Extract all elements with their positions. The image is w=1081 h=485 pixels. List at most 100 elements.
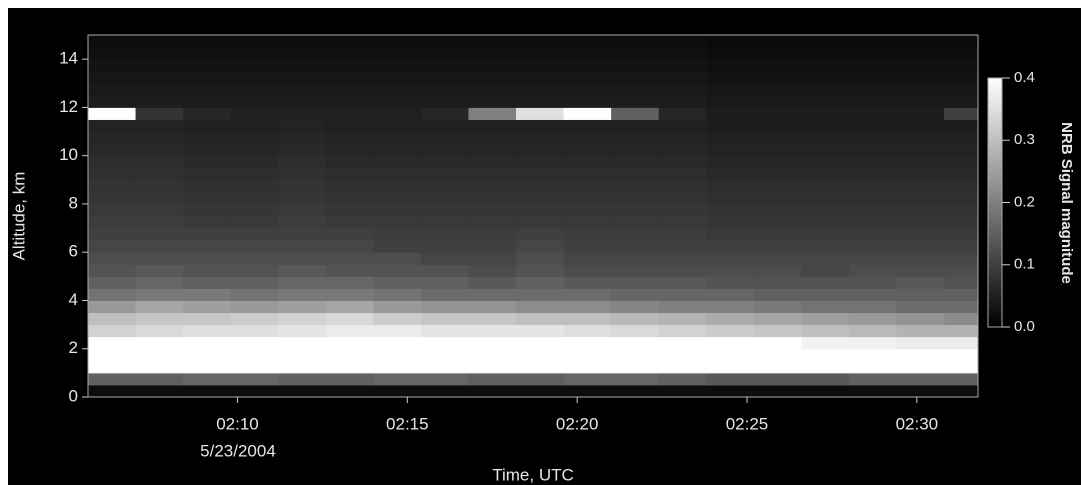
heat-cell <box>468 384 517 398</box>
heat-cell <box>420 131 469 145</box>
heat-cell <box>753 372 802 386</box>
heat-cell <box>658 384 707 398</box>
heat-cell <box>88 203 137 217</box>
heat-cell <box>848 276 897 289</box>
heat-cell <box>658 252 707 265</box>
heat-cell <box>278 336 327 350</box>
heat-cell <box>563 252 612 265</box>
heat-cell <box>373 203 422 217</box>
heat-cell <box>706 276 755 289</box>
heat-cell <box>611 360 660 374</box>
heat-cell <box>896 167 945 181</box>
heat-cell <box>753 47 802 60</box>
heat-cell <box>88 384 137 398</box>
heat-cell <box>373 288 422 301</box>
heat-cell <box>563 107 612 120</box>
heat-cell <box>516 95 565 108</box>
heat-cell <box>753 288 802 301</box>
heat-cell <box>611 324 660 338</box>
heat-cell <box>706 348 755 362</box>
heat-cell <box>944 240 979 253</box>
y-tick-label: 8 <box>69 193 78 212</box>
colorbar-tick-label: 0.2 <box>1014 193 1035 210</box>
heat-cell <box>373 264 422 277</box>
heat-cell <box>420 143 469 157</box>
heat-cell <box>278 228 327 241</box>
heat-cell <box>944 203 979 217</box>
heat-cell <box>420 35 469 48</box>
heat-cell <box>135 360 184 374</box>
heat-cell <box>135 47 184 60</box>
heat-cell <box>801 35 850 48</box>
heat-cell <box>183 240 232 253</box>
heat-cell <box>468 240 517 253</box>
heat-cell <box>611 143 660 157</box>
heat-cell <box>230 324 279 338</box>
heat-cell <box>944 300 979 314</box>
heat-cell <box>658 324 707 338</box>
heat-cell <box>183 336 232 350</box>
heat-cell <box>848 179 897 193</box>
heat-cell <box>896 143 945 157</box>
heat-cell <box>658 216 707 229</box>
heat-cell <box>420 203 469 217</box>
heat-cell <box>278 288 327 301</box>
heat-cell <box>88 71 137 84</box>
heat-cell <box>135 384 184 398</box>
heat-cell <box>135 59 184 72</box>
heat-cell <box>516 216 565 229</box>
heat-cell <box>183 119 232 133</box>
heat-cell <box>325 228 374 241</box>
heat-cell <box>468 191 517 205</box>
heat-cell <box>230 276 279 289</box>
heat-cell <box>230 179 279 193</box>
heat-cell <box>373 95 422 108</box>
heat-cell <box>563 71 612 84</box>
heat-cell <box>611 300 660 314</box>
heat-cell <box>278 312 327 326</box>
heat-cell <box>706 191 755 205</box>
heat-cell <box>896 324 945 338</box>
colorbar-label: NRB Signal magnitude <box>1058 122 1075 284</box>
heat-cell <box>278 119 327 133</box>
heat-cell <box>896 47 945 60</box>
heat-cell <box>944 59 979 72</box>
heat-cell <box>944 143 979 157</box>
heat-cell <box>848 336 897 350</box>
heat-cell <box>801 83 850 96</box>
heat-cell <box>658 179 707 193</box>
heat-cell <box>516 191 565 205</box>
heat-cell <box>753 143 802 157</box>
heat-cell <box>944 35 979 48</box>
x-tick-label: 02:10 <box>216 414 259 433</box>
heat-cell <box>848 312 897 326</box>
heat-cell <box>611 203 660 217</box>
heat-cell <box>373 216 422 229</box>
heat-cell <box>944 71 979 84</box>
heat-cell <box>706 179 755 193</box>
heat-cell <box>516 167 565 181</box>
heat-cell <box>848 348 897 362</box>
heat-cell <box>801 59 850 72</box>
heat-cell <box>373 276 422 289</box>
y-tick-label: 12 <box>59 97 78 116</box>
heat-cell <box>706 131 755 145</box>
heat-cell <box>183 300 232 314</box>
heat-cell <box>658 119 707 133</box>
heat-cell <box>278 71 327 84</box>
heat-cell <box>420 119 469 133</box>
heat-cell <box>896 216 945 229</box>
heat-cell <box>88 83 137 96</box>
heat-cell <box>135 83 184 96</box>
heat-cell <box>373 228 422 241</box>
heat-cell <box>896 119 945 133</box>
heat-cell <box>325 384 374 398</box>
heat-cell <box>658 240 707 253</box>
heat-cell <box>611 312 660 326</box>
heat-cell <box>135 324 184 338</box>
heat-cell <box>563 300 612 314</box>
heat-cell <box>944 47 979 60</box>
heat-cell <box>848 288 897 301</box>
heat-cell <box>468 131 517 145</box>
heat-cell <box>325 240 374 253</box>
